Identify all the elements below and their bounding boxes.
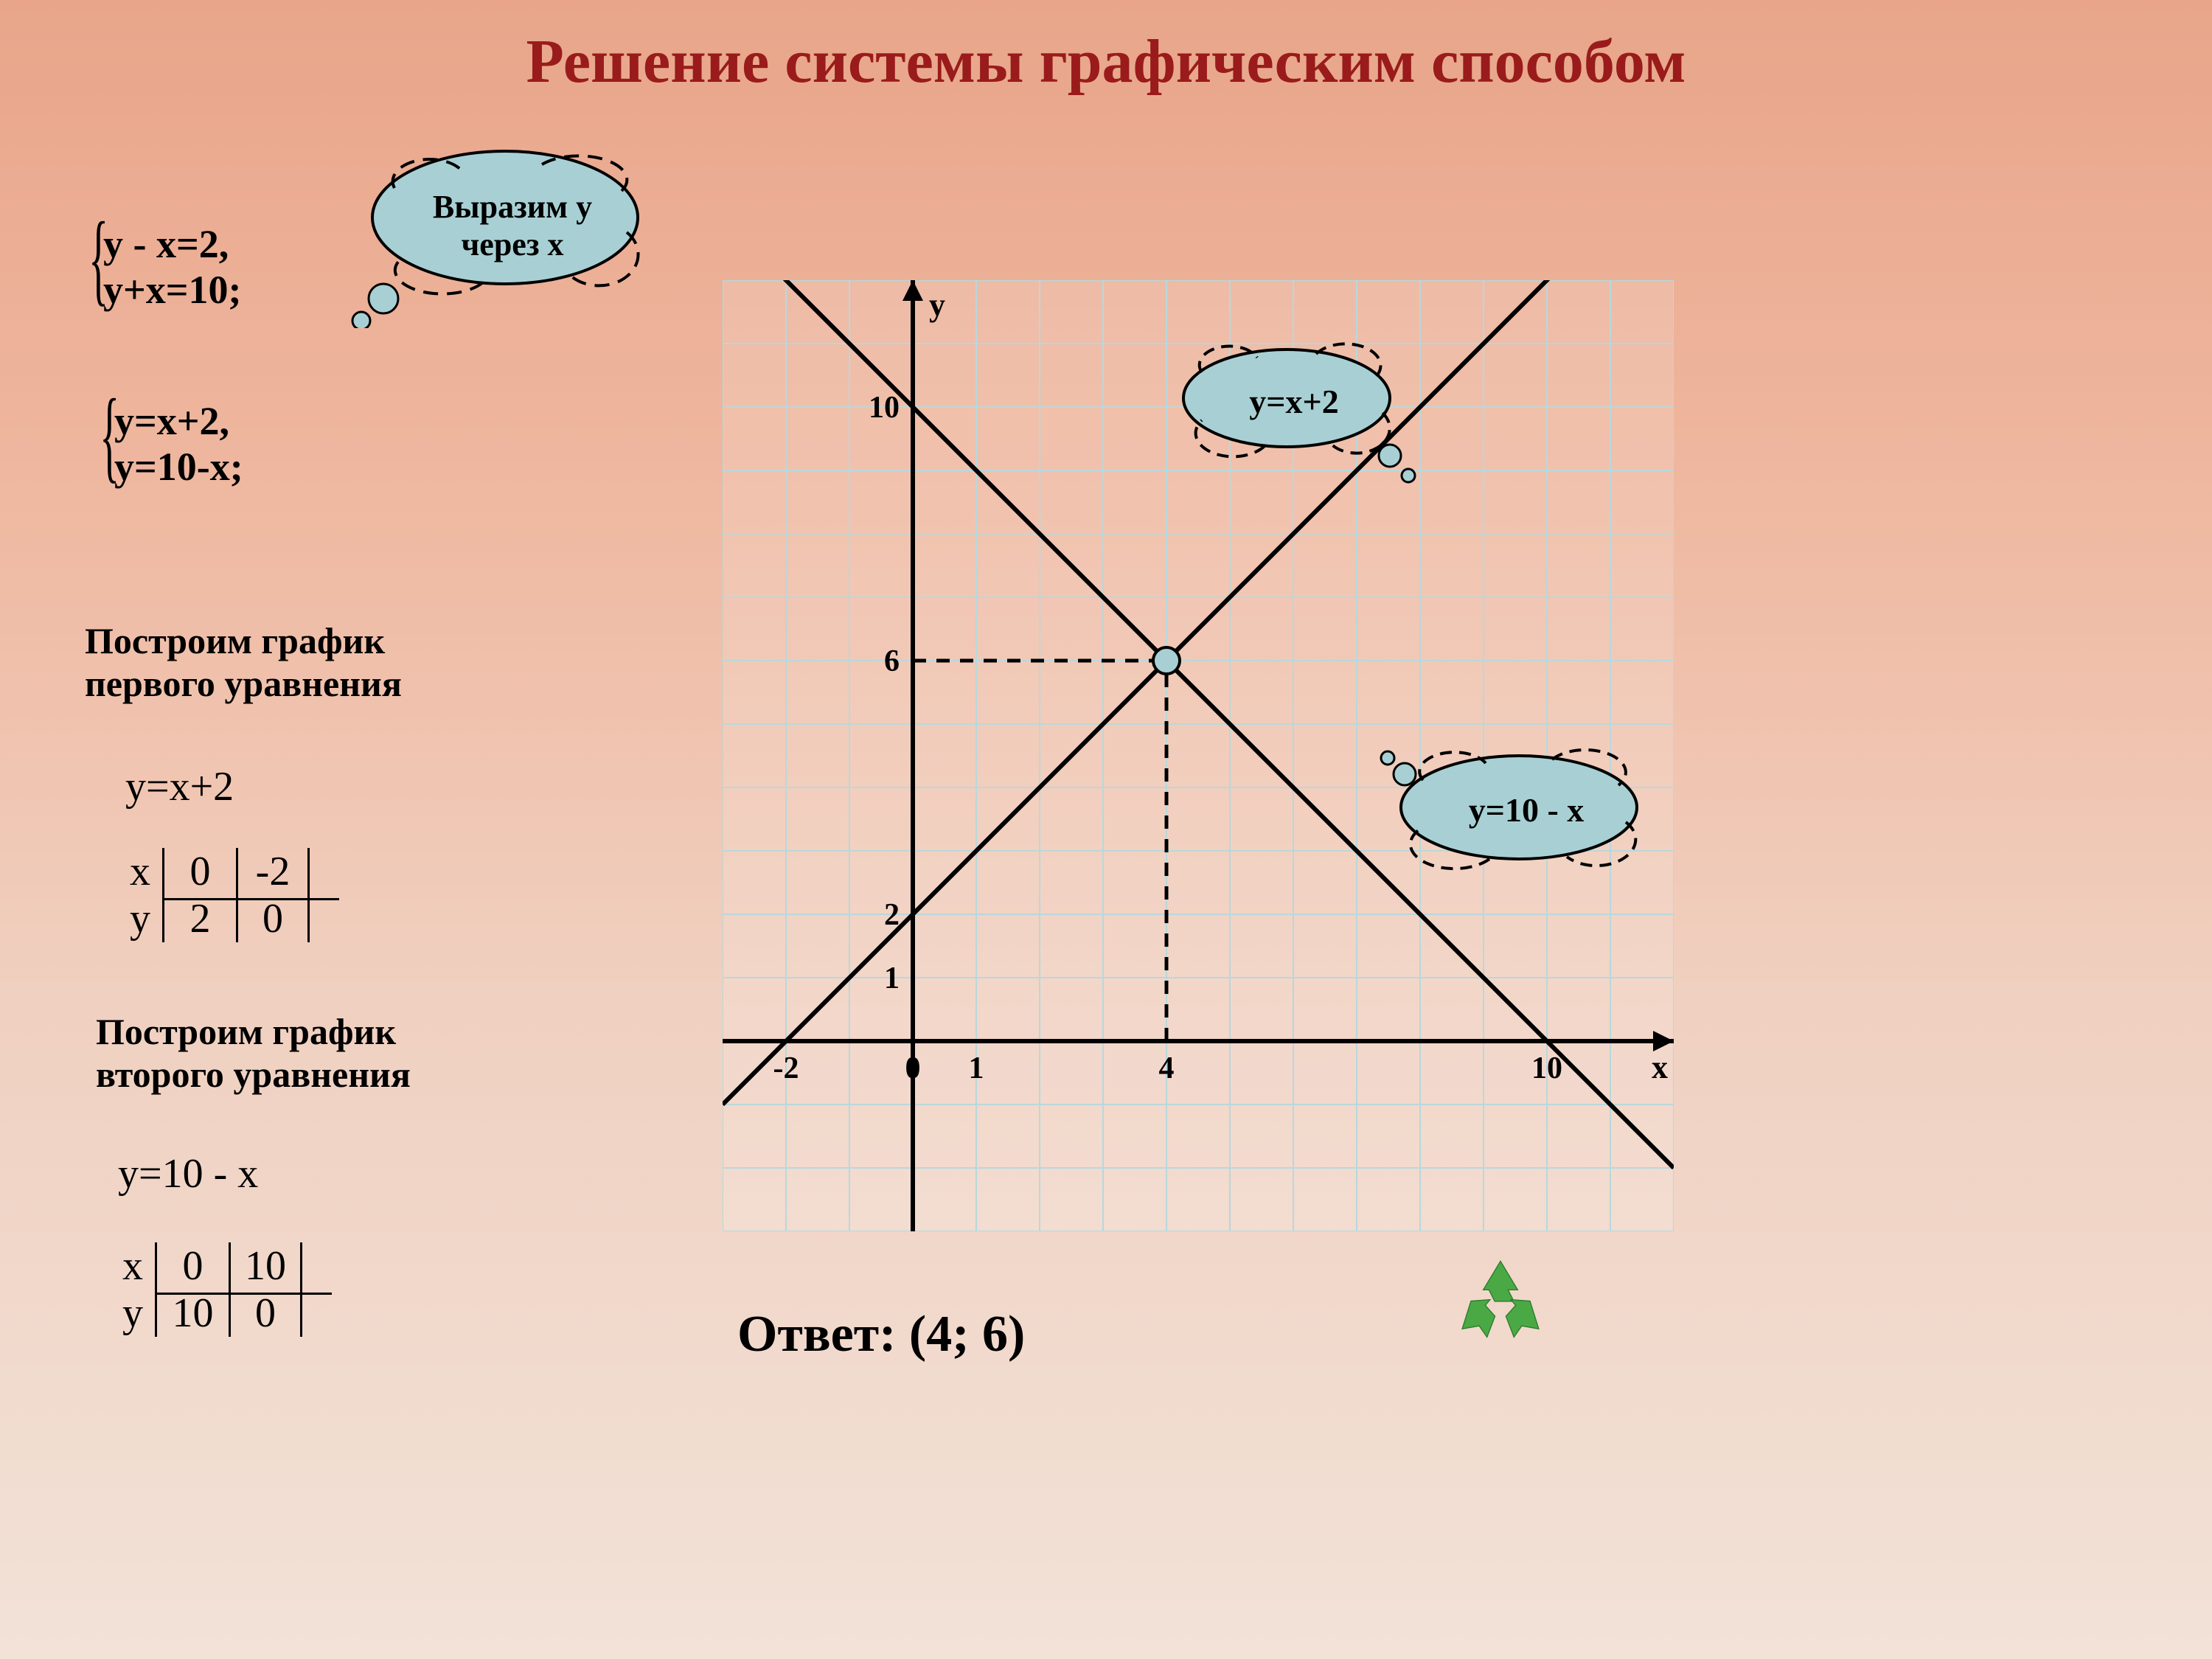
page-title: Решение системы графическим способом bbox=[0, 26, 2212, 97]
svg-text:1: 1 bbox=[884, 961, 900, 995]
svg-text:-2: -2 bbox=[773, 1051, 799, 1085]
cloud-line-2-text: y=10 - x bbox=[1394, 790, 1659, 830]
system-1: { y - x=2, y+x=10; bbox=[103, 221, 242, 313]
svg-text:10: 10 bbox=[1531, 1051, 1562, 1085]
table-1-y0: 2 bbox=[162, 895, 236, 942]
table-1-x0: 0 bbox=[162, 848, 236, 895]
table-1-y1: 0 bbox=[236, 895, 310, 942]
cloud-line-1-text: y=x+2 bbox=[1176, 382, 1412, 421]
step-1-line-1: Построим график bbox=[85, 619, 402, 662]
table-2-x-label: x bbox=[111, 1242, 155, 1290]
table-2: x 0 10 y 10 0 bbox=[111, 1242, 302, 1337]
cloud-express: Выразим у через х bbox=[361, 147, 664, 310]
table-1-y-label: y bbox=[118, 895, 162, 942]
table-2-x0: 0 bbox=[155, 1242, 229, 1290]
step-2-line-1: Построим график bbox=[96, 1010, 411, 1053]
svg-text:2: 2 bbox=[884, 898, 900, 932]
cloud-express-line-2: через х bbox=[361, 226, 664, 263]
answer-text: Ответ: (4; 6) bbox=[737, 1305, 1025, 1364]
table-1-x1: -2 bbox=[236, 848, 310, 895]
system-2: { y=x+2, y=10-x; bbox=[114, 398, 243, 490]
system-1-line-1: y - x=2, bbox=[103, 221, 242, 267]
system-2-line-2: y=10-x; bbox=[114, 444, 243, 490]
table-2-y1: 0 bbox=[229, 1290, 302, 1337]
table-1-x-label: x bbox=[118, 848, 162, 895]
svg-text:1: 1 bbox=[969, 1051, 984, 1085]
svg-text:0: 0 bbox=[905, 1051, 921, 1085]
table-2-x1: 10 bbox=[229, 1242, 302, 1290]
cloud-line-2: y=10 - x bbox=[1394, 752, 1659, 877]
svg-text:6: 6 bbox=[884, 644, 900, 678]
svg-text:4: 4 bbox=[1159, 1051, 1175, 1085]
svg-text:x: x bbox=[1652, 1049, 1668, 1085]
step-2: Построим график второго уравнения bbox=[96, 1010, 411, 1096]
cloud-express-line-1: Выразим у bbox=[361, 188, 664, 226]
step-1: Построим график первого уравнения bbox=[85, 619, 402, 705]
cloud-line-1: y=x+2 bbox=[1176, 347, 1412, 465]
equation-1: y=x+2 bbox=[125, 763, 234, 810]
table-2-y-label: y bbox=[111, 1290, 155, 1337]
equation-2: y=10 - x bbox=[118, 1150, 258, 1197]
step-2-line-2: второго уравнения bbox=[96, 1053, 411, 1096]
step-1-line-2: первого уравнения bbox=[85, 662, 402, 705]
svg-text:10: 10 bbox=[869, 391, 900, 425]
table-1: x 0 -2 y 2 0 bbox=[118, 848, 310, 942]
system-2-line-1: y=x+2, bbox=[114, 398, 243, 444]
system-1-line-2: y+x=10; bbox=[103, 267, 242, 313]
svg-text:y: y bbox=[929, 287, 945, 323]
recycle-icon bbox=[1453, 1253, 1548, 1349]
table-2-y0: 10 bbox=[155, 1290, 229, 1337]
